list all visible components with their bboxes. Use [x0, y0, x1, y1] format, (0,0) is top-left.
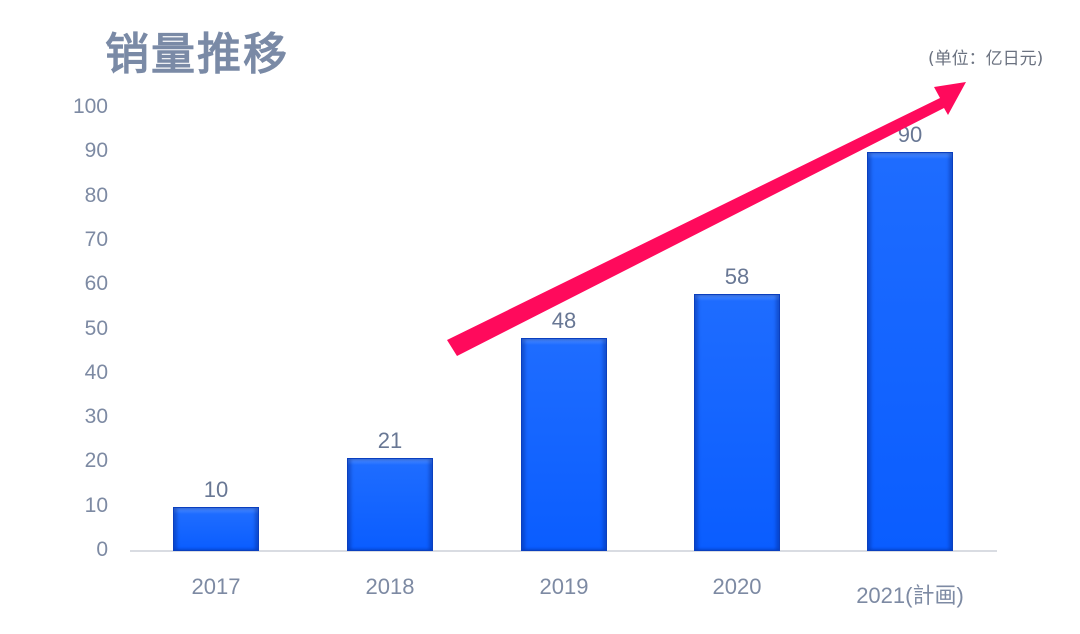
x-tick-label: 2017	[191, 574, 241, 599]
y-tick-label: 10	[84, 493, 108, 517]
x-tick-label: 2021(計画)	[856, 583, 964, 608]
bar-value-label: 10	[203, 476, 229, 502]
x-axis-line	[130, 550, 997, 552]
bar-2020	[694, 294, 780, 551]
y-tick-label: 0	[96, 538, 108, 561]
y-tick-label: 90	[84, 139, 108, 163]
x-tick-label: 2019	[539, 574, 589, 599]
bar-value-label: 48	[551, 308, 577, 334]
bar-value-label: 58	[724, 264, 750, 290]
y-tick-label: 60	[84, 272, 108, 296]
unit-label: (单位：亿日元)	[928, 49, 1044, 69]
bar-2019	[521, 338, 607, 551]
y-tick-label: 20	[84, 449, 108, 473]
x-tick-label: 2020	[712, 574, 762, 599]
y-tick-label: 30	[84, 405, 108, 429]
chart-title: 销量推移	[105, 29, 289, 80]
y-tick-label: 40	[84, 360, 108, 384]
bar-2017	[173, 506, 259, 551]
x-tick-label: 2018	[365, 574, 415, 599]
bar-2018	[347, 457, 433, 551]
y-tick-label: 70	[84, 227, 108, 251]
bar-value-label: 21	[377, 427, 403, 453]
y-tick-label: 100	[72, 95, 108, 118]
y-tick-label: 50	[84, 316, 108, 340]
y-tick-label: 80	[84, 183, 108, 207]
bar-2021(計画)	[867, 152, 953, 551]
